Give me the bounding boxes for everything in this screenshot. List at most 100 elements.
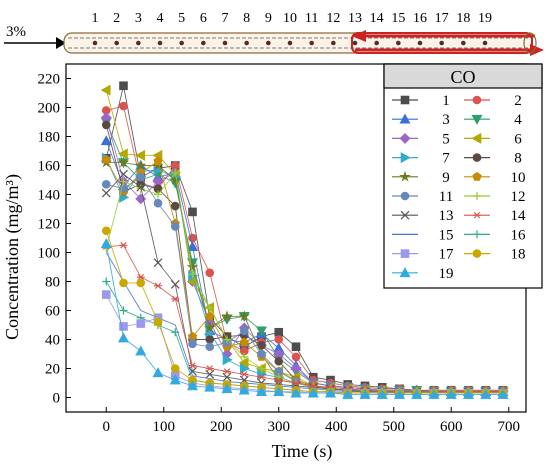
- series-11-point: [101, 180, 111, 189]
- legend-label: 17: [439, 247, 455, 263]
- sensor-label-8: 8: [243, 11, 250, 26]
- series-11-point: [153, 198, 163, 208]
- sensor-label-16: 16: [413, 11, 427, 26]
- series-19-point: [393, 388, 406, 399]
- series-14-point: [309, 382, 318, 390]
- series-3-point: [186, 241, 199, 251]
- sensor-dot-4: [157, 40, 163, 46]
- legend-label: 3: [442, 112, 450, 128]
- sensor-label-9: 9: [265, 11, 272, 26]
- series-7-point: [239, 362, 250, 375]
- sensor-dot-8: [244, 40, 249, 46]
- sensor-dots: [92, 40, 488, 46]
- series-13-point: [101, 188, 111, 198]
- sensor-label-2: 2: [113, 11, 120, 26]
- sensor-dot-19: [482, 40, 488, 46]
- series-14-point: [292, 379, 300, 387]
- series-11-point: [170, 222, 180, 231]
- series-12-point: [119, 177, 128, 186]
- legend-label: 8: [514, 151, 522, 167]
- chart-axes: 0 100 200 300 400 500 600 700 0 20 40 60 80 100 120 140…: [38, 63, 527, 435]
- legend-swatch-marker: [399, 267, 411, 278]
- series-11-point: [188, 339, 197, 349]
- series-19-point: [273, 386, 285, 397]
- series-16-point: [171, 328, 180, 337]
- legend-swatch-marker: [400, 249, 410, 258]
- legend-label: 7: [442, 151, 450, 167]
- inlet-arrowhead: [56, 37, 66, 49]
- series-19-point: [100, 238, 112, 249]
- legend-swatch-marker: [473, 192, 481, 200]
- legend-swatch-marker: [399, 113, 411, 124]
- sensor-label-6: 6: [200, 11, 207, 26]
- series-11-point: [136, 172, 146, 182]
- legend-label: 15: [439, 227, 454, 243]
- x-tick-label: 400: [325, 419, 348, 435]
- series-17-point: [101, 290, 111, 299]
- sensor-dot-5: [179, 40, 184, 46]
- x-tick-label: 600: [440, 419, 463, 435]
- sensor-dot-16: [417, 40, 423, 46]
- series-16-point: [119, 306, 128, 315]
- legend-item-10: 10: [464, 170, 526, 186]
- legend-item-2: 2: [464, 93, 522, 109]
- legend-swatch-marker: [400, 152, 411, 164]
- legend-item-7: 7: [392, 151, 450, 167]
- sensor-dot-10: [287, 40, 293, 46]
- legend-swatch-marker: [400, 210, 410, 220]
- sensor-dot-11: [309, 40, 314, 46]
- legend-swatch-marker: [399, 132, 411, 144]
- sensor-dot-17: [439, 40, 444, 46]
- sensor-label-10: 10: [283, 11, 297, 26]
- y-tick-label: 20: [45, 362, 60, 378]
- x-axis-label: Time (s): [272, 441, 333, 462]
- series-14-point: [154, 282, 162, 290]
- x-tick-label: 200: [210, 419, 233, 435]
- series-19-point: [359, 388, 371, 399]
- legend-swatch-marker: [472, 249, 482, 258]
- series-13-point: [136, 182, 146, 192]
- series-19-point: [480, 388, 492, 399]
- y-tick-label: 200: [38, 101, 61, 117]
- series-14-point: [274, 376, 283, 384]
- legend-swatch-marker: [471, 132, 482, 144]
- red-arrow-left-icon: [352, 30, 366, 42]
- legend-item-8: 8: [464, 151, 522, 167]
- y-axis-label: Concentration (mg/m³): [2, 174, 23, 340]
- pipe-highlight: [351, 32, 533, 54]
- y-tick-label: 220: [38, 72, 61, 88]
- series-19-point: [462, 388, 475, 399]
- series-2-point: [205, 268, 215, 278]
- legend-item-12: 12: [464, 189, 526, 205]
- series-10-point: [101, 154, 111, 164]
- series-13-point: [205, 369, 215, 379]
- sensor-label-1: 1: [92, 11, 99, 26]
- series-7-point: [222, 354, 233, 366]
- legend-swatch-marker: [399, 170, 411, 182]
- y-tick-label: 40: [45, 333, 60, 349]
- series-9-point: [117, 156, 130, 168]
- series-13-point: [153, 258, 163, 268]
- series-11-point: [205, 342, 215, 352]
- x-tick-label: 500: [383, 419, 406, 435]
- sensor-label-14: 14: [370, 11, 384, 26]
- series-2-point: [274, 335, 284, 344]
- sensor-dot-3: [136, 40, 141, 46]
- sensor-dot-12: [331, 40, 336, 46]
- series-12-point: [188, 270, 197, 279]
- legend-label: 16: [511, 227, 527, 243]
- series-13-point: [119, 169, 128, 179]
- series-1-point: [119, 81, 128, 91]
- series-10-point: [239, 337, 249, 347]
- legend-label: 11: [439, 189, 453, 205]
- series-17-point: [136, 319, 146, 328]
- y-tick-label: 80: [45, 275, 60, 291]
- x-tick-label: 100: [153, 419, 176, 435]
- series-4-point: [255, 326, 268, 337]
- series-19-point: [238, 384, 250, 395]
- sensor-label-5: 5: [178, 11, 185, 26]
- legend-item-14: 14: [464, 208, 526, 224]
- series-14-point: [240, 371, 249, 378]
- sensor-label-15: 15: [391, 11, 405, 26]
